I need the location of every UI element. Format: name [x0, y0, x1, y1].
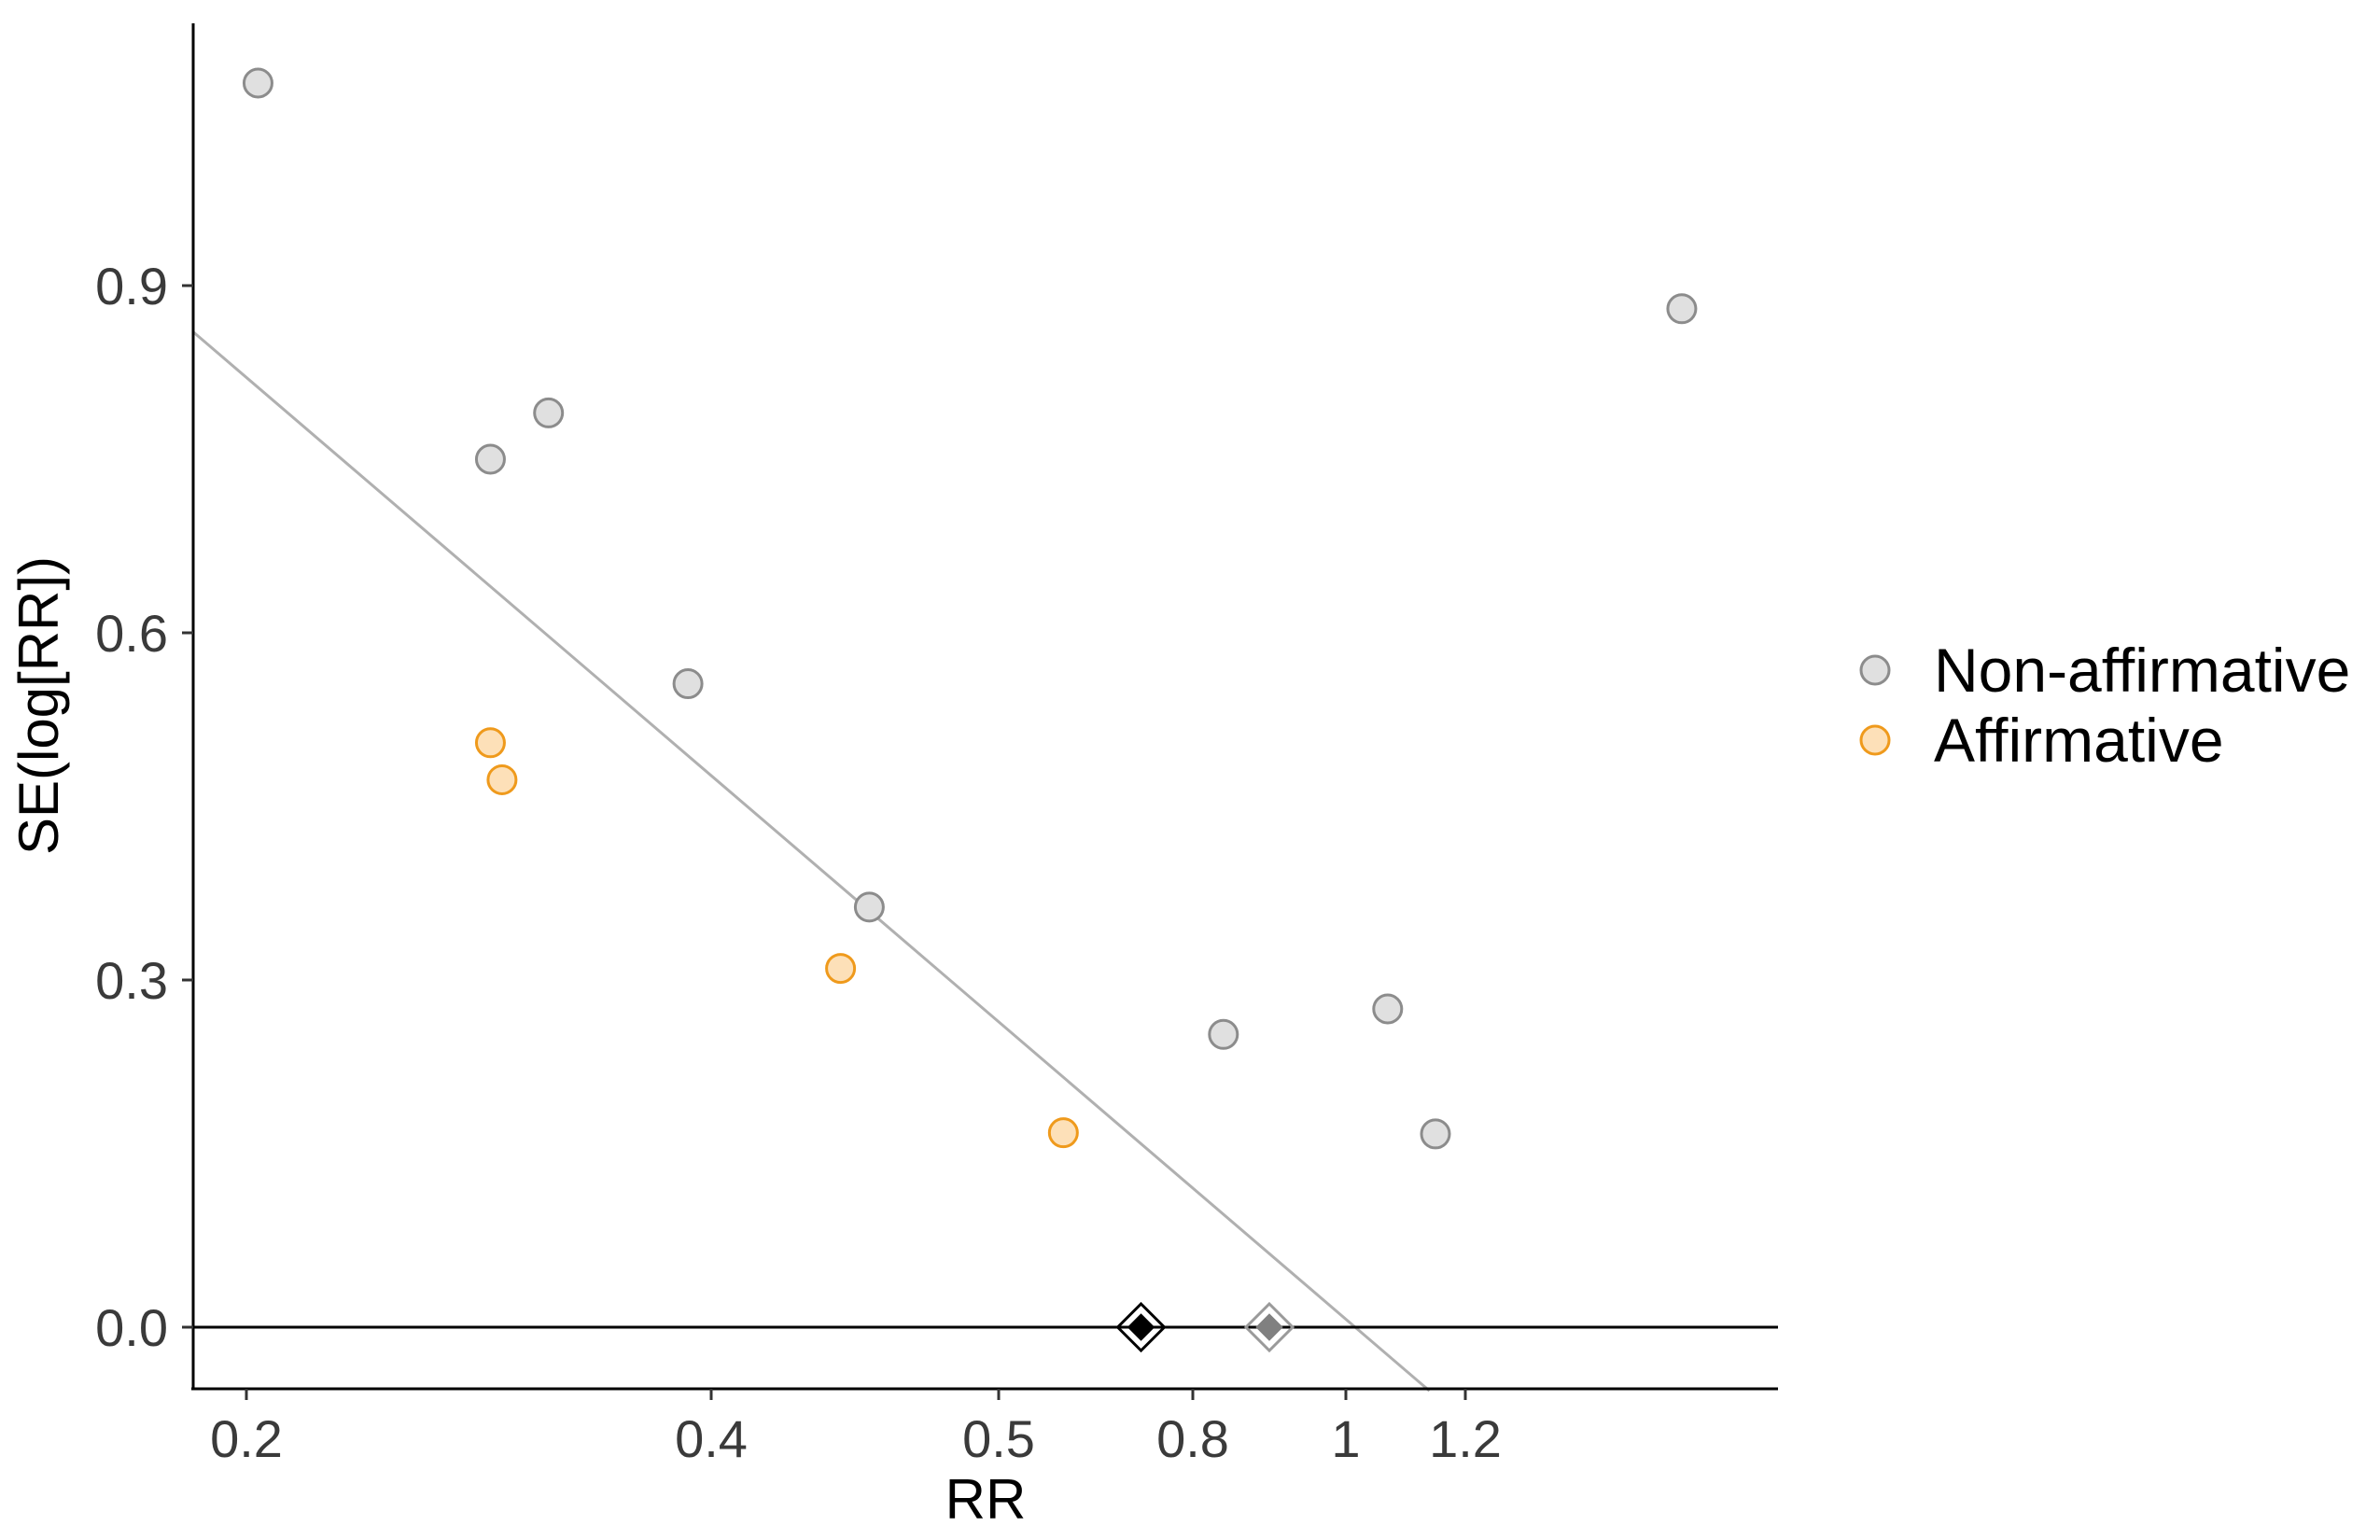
point-affirmative-3 — [1047, 1117, 1079, 1149]
y-axis-ticks: 0.0 0.3 0.6 0.9 — [95, 257, 193, 1357]
points-layer — [242, 67, 1698, 1150]
point-non-affirmative-1 — [474, 443, 506, 475]
point-non-affirmative-6 — [1372, 993, 1404, 1025]
point-non-affirmative-4 — [853, 891, 885, 923]
x-axis-title: RR — [945, 1468, 1027, 1531]
pooled-estimate-outline-1 — [1243, 1301, 1295, 1353]
x-tick-label-0: 0.2 — [210, 1409, 283, 1468]
point-non-affirmative-7 — [1420, 1118, 1451, 1150]
x-tick-label-2: 0.5 — [962, 1409, 1035, 1468]
x-tick-label-4: 1 — [1331, 1409, 1360, 1468]
point-non-affirmative-5 — [1208, 1018, 1239, 1050]
x-tick-label-1: 0.4 — [675, 1409, 748, 1468]
legend-label-affirmative: Affirmative — [1934, 706, 2224, 775]
legend-key-affirmative — [1859, 724, 1891, 756]
point-non-affirmative-2 — [533, 397, 565, 428]
x-tick-label-3: 0.8 — [1156, 1409, 1229, 1468]
legend: Non-affirmative Affirmative — [1859, 636, 2350, 775]
y-tick-label-2: 0.6 — [95, 604, 168, 663]
reference-line — [192, 330, 1431, 1393]
y-tick-label-0: 0.0 — [95, 1298, 168, 1357]
y-tick-label-3: 0.9 — [95, 257, 168, 315]
pooled-estimates-layer — [1115, 1301, 1295, 1353]
point-non-affirmative-3 — [672, 668, 704, 700]
y-tick-label-1: 0.3 — [95, 951, 168, 1010]
point-affirmative-1 — [486, 763, 518, 795]
point-non-affirmative-0 — [242, 67, 273, 99]
pooled-estimate-outline-0 — [1115, 1301, 1167, 1353]
x-axis-ticks: 0.2 0.4 0.5 0.8 1 1.2 — [210, 1389, 1502, 1468]
point-affirmative-2 — [825, 953, 857, 985]
reference-line-layer — [192, 330, 1431, 1393]
legend-label-non-affirmative: Non-affirmative — [1934, 636, 2350, 705]
legend-key-non-affirmative — [1859, 654, 1891, 686]
x-tick-label-5: 1.2 — [1429, 1409, 1502, 1468]
pooled-estimate-0 — [1127, 1313, 1155, 1341]
pooled-estimate-1 — [1255, 1313, 1283, 1341]
point-affirmative-0 — [474, 727, 506, 759]
y-axis-title: SE(log[RR]) — [7, 556, 70, 855]
point-non-affirmative-8 — [1666, 293, 1698, 325]
